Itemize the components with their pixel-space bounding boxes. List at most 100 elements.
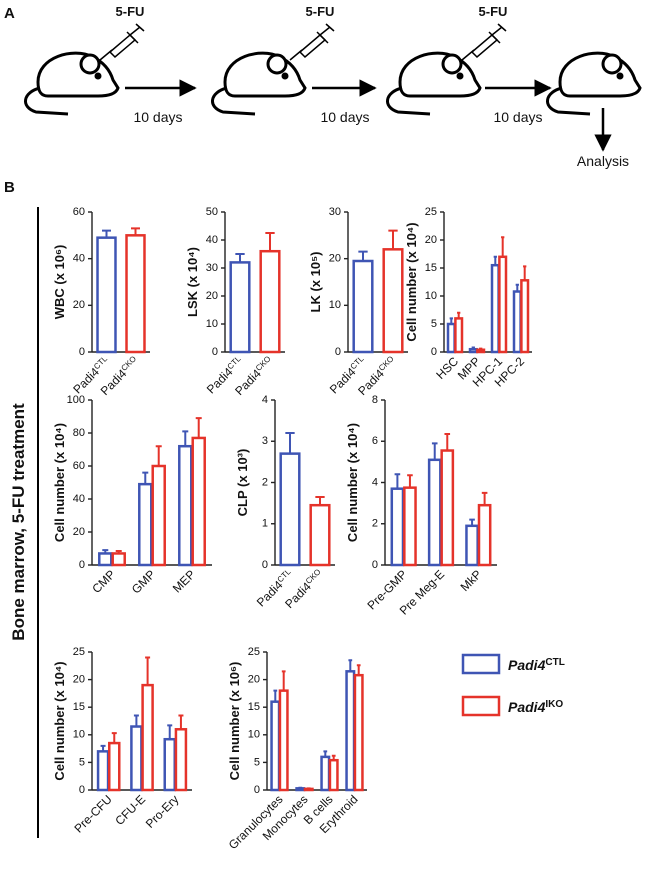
error-bar (315, 495, 325, 506)
bar (130, 725, 143, 792)
bar (125, 234, 146, 354)
y-tick-label: 3 (262, 435, 268, 447)
bar (191, 436, 206, 567)
drug-label: 5-FU (116, 4, 145, 19)
bar-chart: 0 20 40 60 80 100 Cell number (x 10⁴) CMP GMP MEP (52, 394, 212, 596)
bar (520, 279, 530, 354)
bar (111, 552, 126, 567)
y-tick-label: 0 (79, 784, 85, 796)
x-tick-label-sup: CKO (377, 354, 396, 373)
y-tick-label: 2 (262, 476, 268, 488)
error-bar (306, 787, 311, 790)
error-bar (348, 659, 353, 672)
x-tick-label-sup: CTL (92, 353, 109, 370)
y-axis-label: Cell number (x 10⁴) (52, 423, 67, 542)
legend-swatch (461, 695, 501, 717)
error-bar (133, 714, 139, 727)
y-axis-label: CLP (x 10³) (235, 449, 250, 517)
error-bar (265, 232, 275, 252)
syringe-icon (461, 23, 507, 61)
error-bar (182, 430, 189, 447)
x-tick-label-sup: CKO (254, 354, 273, 373)
bar (454, 317, 464, 354)
bar (476, 348, 486, 354)
x-tick-label: HSC (433, 354, 461, 382)
y-tick-label: 30 (329, 206, 341, 218)
error-bar (457, 311, 461, 319)
y-tick-label: 15 (425, 262, 437, 274)
bar (490, 263, 500, 354)
bar (96, 750, 110, 792)
error-bar (285, 432, 295, 454)
drug-label: 5-FU (479, 4, 508, 19)
y-tick-label: 25 (73, 646, 85, 658)
error-bar (235, 253, 245, 263)
bar (477, 503, 492, 567)
y-tick-label: 10 (248, 729, 260, 741)
error-bar (115, 549, 122, 554)
bar (108, 741, 121, 792)
y-tick-label: 0 (79, 346, 85, 358)
y-axis-label: Cell number (x 10⁴) (404, 222, 419, 341)
y-axis-label: WBC (x 10⁶) (52, 245, 67, 320)
y-tick-label: 10 (425, 290, 437, 302)
x-tick-label-sup: CTL (225, 353, 242, 370)
y-tick-label: 20 (248, 674, 260, 686)
interval-label: 10 days (133, 109, 182, 125)
y-axis-label: Cell number (x 10⁴) (345, 423, 360, 542)
y-tick-label: 25 (425, 206, 437, 218)
error-bar (142, 471, 149, 485)
error-bar (111, 732, 117, 744)
y-tick-label: 8 (372, 394, 378, 406)
y-axis-label: LSK (x 10⁴) (185, 247, 200, 317)
error-bar (145, 656, 151, 686)
bar (440, 449, 455, 567)
error-bar (167, 724, 173, 740)
error-bar (444, 433, 451, 451)
y-tick-label: 1 (262, 518, 268, 530)
y-tick-label: 80 (73, 427, 85, 439)
bar (353, 673, 364, 792)
x-tick-label: CFU-E (112, 792, 148, 828)
y-tick-label: 4 (372, 476, 378, 488)
bar (328, 758, 339, 792)
bar (270, 700, 281, 792)
bar (465, 524, 479, 567)
y-tick-label: 0 (372, 559, 378, 571)
bar-chart: 0 5 10 15 20 25 Cell number (x 10⁴) Pre-CFUCFU-… (52, 646, 192, 836)
y-axis-label: Cell number (x 10⁶) (227, 662, 242, 781)
y-tick-label: 0 (335, 346, 341, 358)
error-bar (155, 445, 162, 466)
legend-label: Padi4CTL (508, 657, 565, 674)
bar (141, 683, 154, 792)
bar (98, 552, 113, 567)
error-bar (493, 255, 497, 266)
y-tick-label: 60 (73, 460, 85, 472)
bar (345, 670, 356, 792)
bar (446, 322, 456, 354)
x-tick-label-sup: CTL (348, 353, 365, 370)
y-tick-label: 60 (73, 206, 85, 218)
mouse-icon (23, 51, 120, 116)
y-tick-label: 4 (262, 394, 268, 406)
drug-label: 5-FU (306, 4, 335, 19)
bar (151, 464, 166, 567)
mouse-icon (210, 51, 307, 116)
x-tick-label: GMP (129, 567, 158, 596)
bar (278, 689, 289, 792)
error-bar (388, 229, 398, 250)
error-bar (407, 474, 413, 488)
panel-label: A (4, 5, 15, 22)
y-tick-label: 20 (73, 299, 85, 311)
bar (309, 503, 331, 567)
y-tick-label: 100 (67, 394, 85, 406)
legend-sup: CTL (545, 657, 564, 668)
legend-sup: IKO (545, 699, 563, 710)
y-tick-label: 20 (329, 253, 341, 265)
error-bar (469, 518, 475, 526)
y-tick-label: 15 (248, 701, 260, 713)
